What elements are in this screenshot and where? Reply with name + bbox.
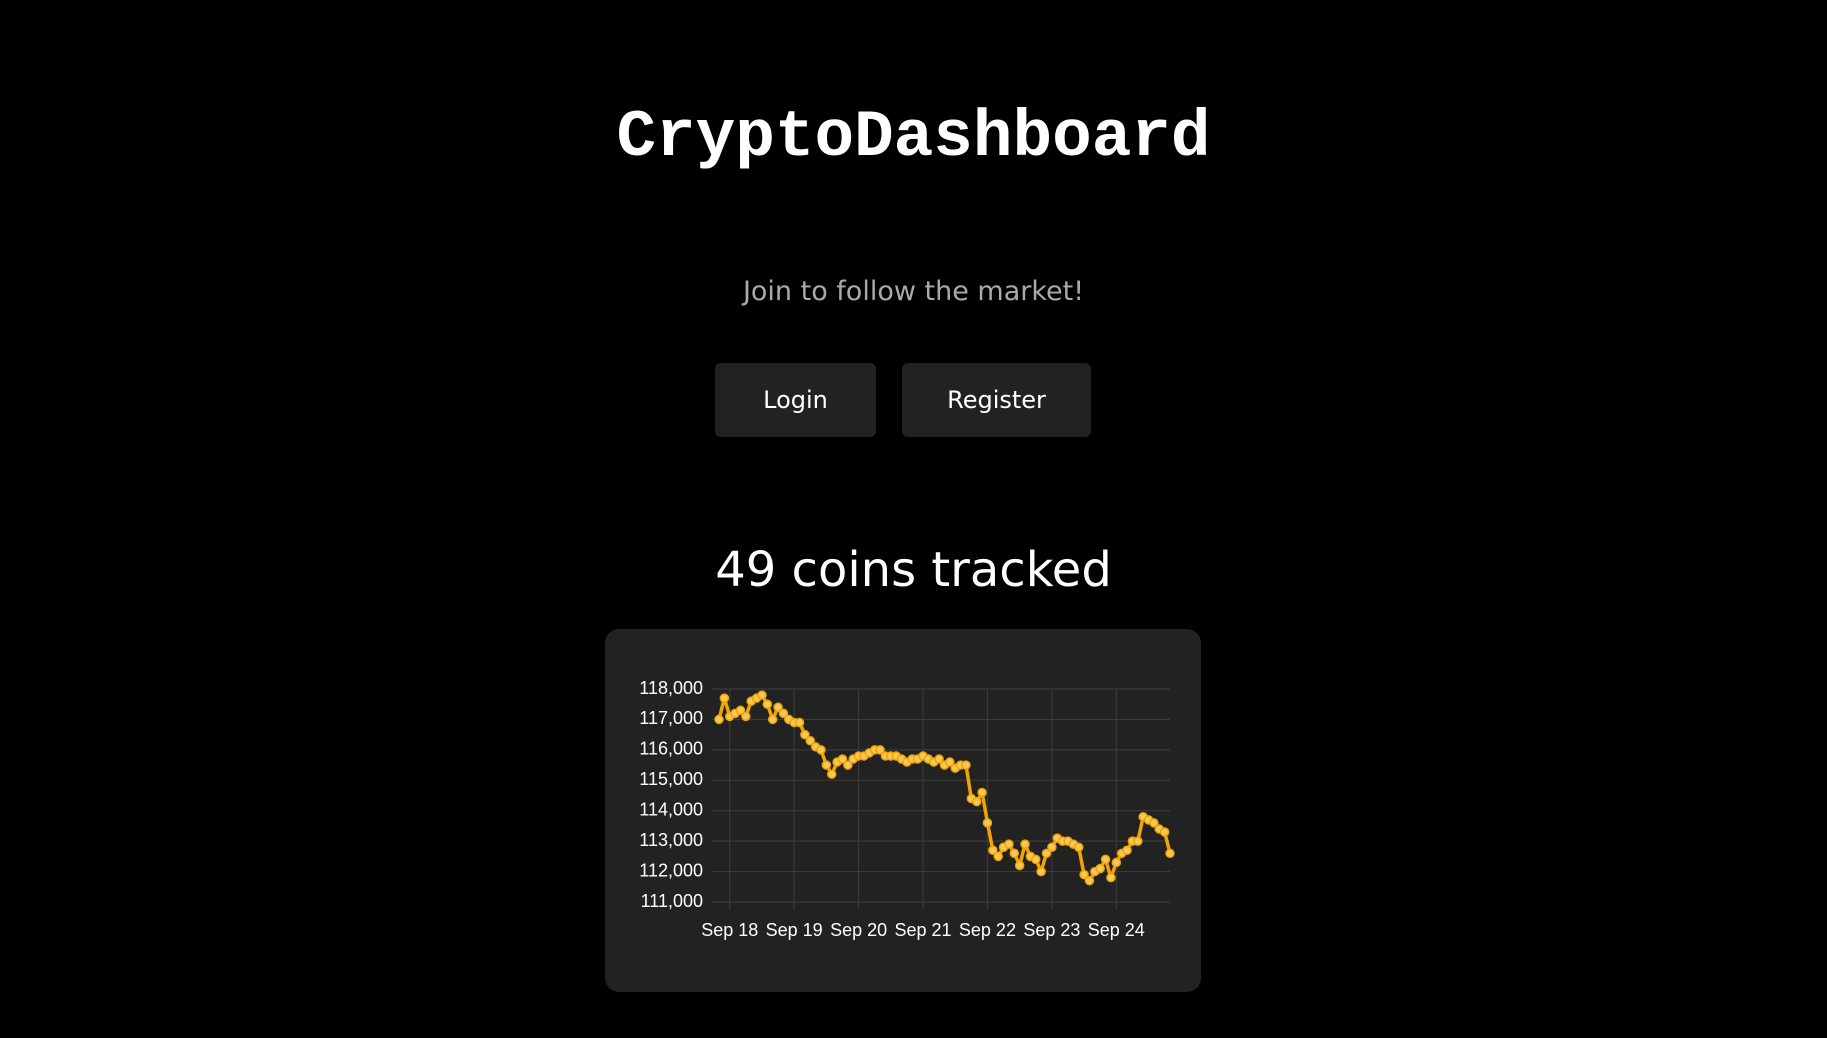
price-point — [1159, 827, 1170, 837]
price-point — [988, 845, 998, 856]
price-point — [816, 745, 826, 755]
price-point — [1111, 857, 1122, 868]
register-button[interactable]: Register — [902, 363, 1091, 437]
x-tick-label: Sep 24 — [1088, 920, 1145, 940]
price-point — [741, 711, 751, 722]
x-tick-label: Sep 20 — [830, 920, 887, 940]
price-point — [934, 754, 944, 764]
price-point — [993, 851, 1003, 862]
price-point — [982, 818, 993, 828]
price-point — [1122, 845, 1132, 856]
price-point — [762, 699, 773, 709]
price-point — [875, 745, 885, 755]
y-tick-label: 111,000 — [641, 891, 703, 911]
price-point — [773, 702, 783, 713]
x-tick-label: Sep 21 — [894, 920, 951, 940]
price-point — [945, 757, 955, 767]
login-button[interactable]: Login — [715, 363, 876, 437]
price-point — [1106, 872, 1116, 883]
x-tick-label: Sep 19 — [766, 920, 823, 940]
price-point — [735, 705, 746, 716]
price-point — [1079, 869, 1089, 880]
price-point — [1149, 818, 1159, 828]
y-tick-label: 112,000 — [639, 860, 703, 880]
x-tick-label: Sep 22 — [959, 920, 1016, 940]
x-tick-label: Sep 18 — [701, 920, 758, 940]
price-point — [1100, 854, 1111, 865]
y-tick-label: 117,000 — [639, 708, 703, 728]
price-point — [800, 729, 810, 740]
price-point — [1036, 866, 1046, 877]
price-point — [1020, 839, 1030, 849]
price-point — [1004, 839, 1014, 849]
price-point — [1095, 863, 1105, 874]
app-title: CryptoDashboard — [616, 100, 1211, 175]
y-tick-label: 114,000 — [639, 799, 703, 819]
price-point — [837, 754, 848, 764]
price-point — [805, 735, 816, 746]
price-point — [843, 760, 853, 770]
price-point — [971, 796, 982, 807]
price-point — [821, 760, 832, 770]
price-point — [977, 787, 987, 798]
x-tick-label: Sep 23 — [1023, 920, 1080, 940]
price-point — [961, 760, 971, 770]
price-point — [1041, 848, 1052, 859]
price-point — [1031, 854, 1041, 865]
price-point — [719, 693, 730, 703]
price-point — [1133, 836, 1143, 846]
y-tick-label: 115,000 — [639, 769, 703, 789]
y-tick-label: 116,000 — [639, 739, 703, 759]
subtitle: Join to follow the market! — [742, 276, 1085, 307]
price-point — [1047, 842, 1057, 852]
coins-tracked: 49 coins tracked — [715, 542, 1112, 598]
price-point — [827, 769, 837, 779]
price-point — [778, 708, 789, 719]
price-point — [714, 714, 724, 725]
price-point — [1165, 848, 1175, 859]
y-tick-label: 118,000 — [639, 678, 703, 698]
price-point — [767, 714, 778, 725]
y-tick-label: 113,000 — [639, 830, 703, 850]
price-point — [1073, 842, 1084, 852]
price-point — [1084, 875, 1095, 886]
price-point — [1009, 848, 1020, 859]
price-point — [1014, 860, 1025, 871]
price-point — [794, 717, 805, 728]
price-point — [757, 690, 767, 700]
